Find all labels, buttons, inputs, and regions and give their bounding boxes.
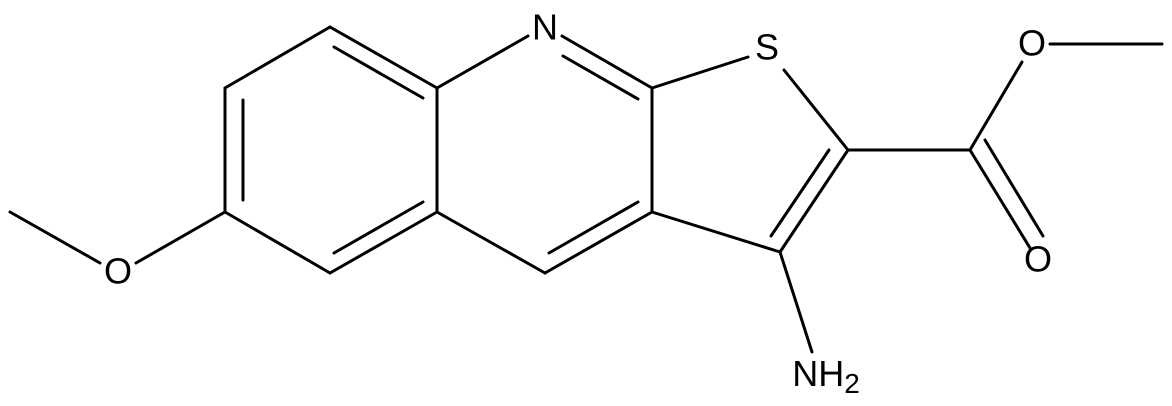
bond xyxy=(134,210,227,265)
bond xyxy=(769,148,831,238)
bond xyxy=(332,45,425,100)
atom-label: O xyxy=(1024,239,1052,280)
atom-label: NH2 xyxy=(792,353,860,400)
bonds xyxy=(8,25,1164,354)
amine-text: NH xyxy=(792,353,844,394)
atom-label: O xyxy=(104,251,132,292)
bond xyxy=(650,210,782,254)
bond xyxy=(332,200,425,255)
bond xyxy=(650,55,750,90)
bond xyxy=(435,34,530,90)
bond xyxy=(223,210,332,275)
atom-label: S xyxy=(755,27,779,68)
bond xyxy=(328,210,439,275)
bond xyxy=(778,250,814,354)
atom-label: N xyxy=(532,7,558,48)
bond xyxy=(782,68,850,152)
bond xyxy=(543,210,654,275)
bond xyxy=(968,148,1032,250)
bond xyxy=(547,200,640,255)
bond xyxy=(778,148,850,254)
bond xyxy=(435,210,547,275)
bond xyxy=(561,54,640,101)
bond xyxy=(328,25,439,90)
bond xyxy=(8,210,102,265)
bond xyxy=(968,60,1024,152)
atom-label: O xyxy=(1018,23,1046,64)
bond xyxy=(983,138,1045,238)
bond xyxy=(223,25,332,90)
amine-subscript: 2 xyxy=(844,368,860,399)
bond xyxy=(560,34,654,90)
